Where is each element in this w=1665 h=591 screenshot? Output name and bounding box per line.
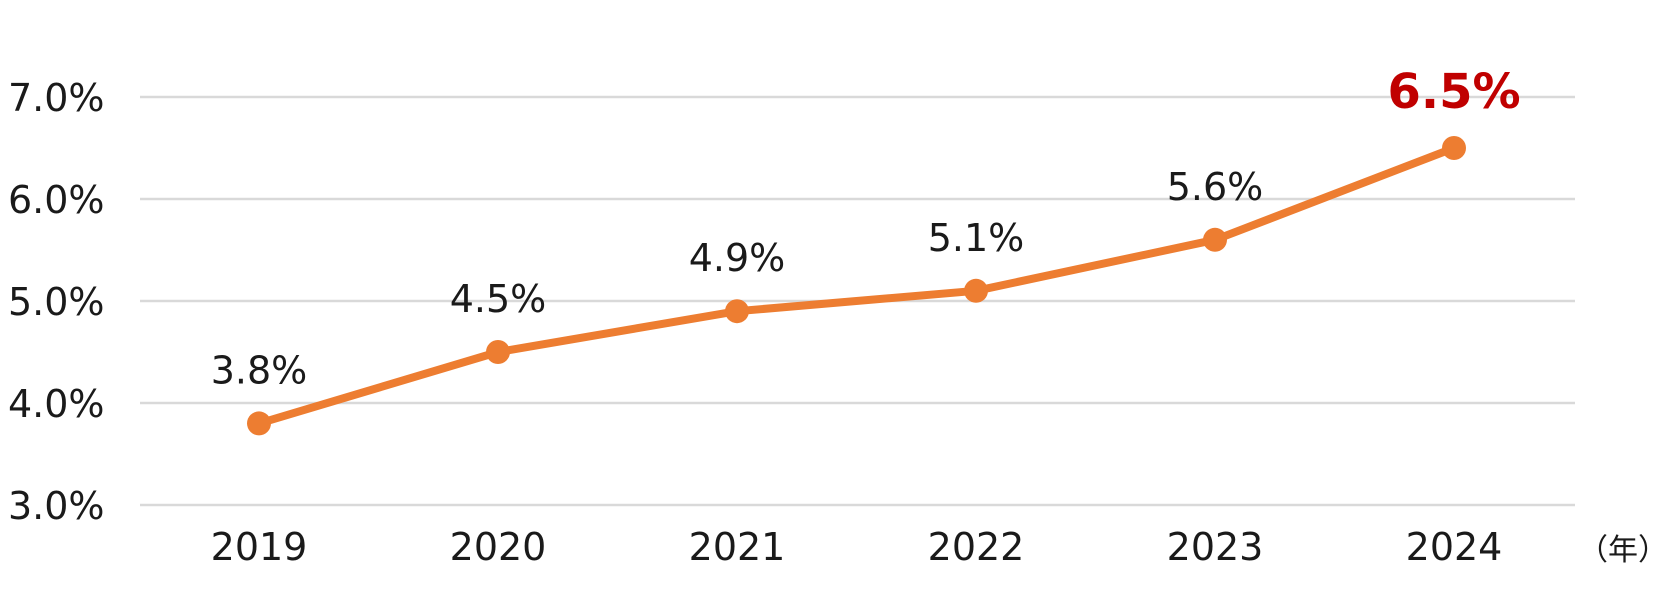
y-tick-label: 6.0% [8,178,105,222]
data-point [486,340,510,364]
data-point [725,299,749,324]
x-tick-label: 2020 [450,525,547,569]
data-label: 5.6% [1167,165,1264,209]
y-tick-label: 7.0% [8,76,105,120]
x-tick-label: 2021 [689,525,786,569]
data-point [1442,136,1466,160]
y-axis-tick-labels: 7.0% 6.0% 5.0% 4.0% 3.0% [8,76,105,528]
y-tick-label: 5.0% [8,280,105,324]
data-point [247,411,271,436]
y-tick-label: 3.0% [8,484,105,528]
x-tick-label: 2019 [211,525,308,569]
series-line [255,144,1458,428]
x-tick-label: 2022 [928,525,1025,569]
series-line-group [255,144,1458,428]
x-axis-tick-labels: 2019 2020 2021 2022 2023 2024 [211,525,1503,569]
x-axis-unit-label: （年） [1578,533,1665,568]
data-point [964,278,988,303]
data-label: 4.9% [689,236,786,280]
data-label: 5.1% [928,216,1025,260]
data-points [247,136,1466,436]
data-labels: 3.8% 4.5% 4.9% 5.1% 5.6% 6.5% [211,64,1521,392]
x-tick-label: 2023 [1167,525,1264,569]
y-tick-label: 4.0% [8,382,105,426]
x-tick-label: 2024 [1406,525,1503,569]
data-label: 4.5% [450,277,547,321]
data-label: 3.8% [211,348,308,392]
data-point [1203,227,1227,252]
data-label-highlight: 6.5% [1387,64,1520,120]
